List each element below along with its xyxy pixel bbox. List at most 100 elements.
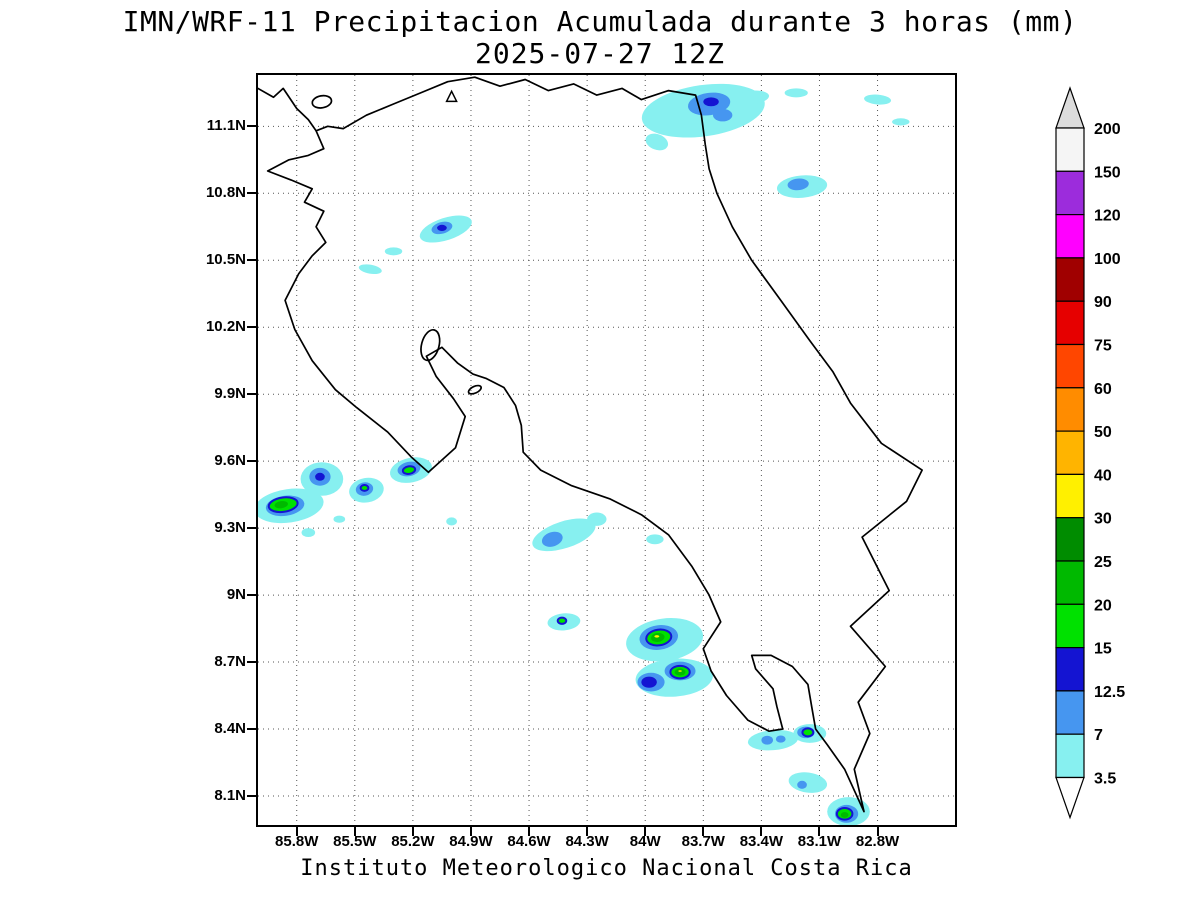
colorbar-level-label: 12.5 [1094, 684, 1125, 701]
lat-tick-label: 8.1N [214, 786, 246, 804]
colorbar-band [1055, 127, 1085, 172]
precip-cell-15mm [359, 484, 370, 492]
lon-tick-label: 84W [629, 833, 661, 850]
lon-tick-label: 84.9W [449, 833, 493, 850]
colorbar-level-label: 150 [1094, 164, 1121, 181]
colorbar-level-label: 50 [1094, 424, 1112, 441]
precip-cell-15mm [401, 465, 417, 475]
colorbar-band [1055, 473, 1085, 519]
lon-tick-mark [586, 827, 589, 836]
lat-tick-label: 8.7N [214, 653, 246, 671]
colorbar-level-label: 90 [1094, 294, 1112, 311]
lat-tick-label: 9.6N [214, 452, 246, 470]
colorbar-level-label: 15 [1094, 641, 1112, 658]
colorbar-level-label: 3.5 [1094, 771, 1116, 788]
lat-tick-label: 10.8N [205, 184, 246, 202]
lat-tick-label: 10.5N [205, 251, 246, 269]
lon-tick-mark [469, 827, 472, 836]
colorbar-level-label: 25 [1094, 554, 1112, 571]
island-outline [467, 384, 482, 395]
precip-cell-7mm [712, 108, 733, 122]
costa-rica-outline [266, 76, 923, 813]
colorbar-level-label: 7 [1094, 727, 1103, 744]
precipitation-map [253, 75, 955, 827]
volcano-marker [445, 89, 458, 103]
precip-cell-7mm [541, 531, 563, 547]
page-title: IMN/WRF-11 Precipitacion Acumulada duran… [122, 5, 1078, 38]
lon-tick-mark [702, 827, 705, 836]
colorbar-band [1055, 733, 1085, 779]
colorbar-band [1055, 300, 1085, 346]
precip-cell-7mm [787, 178, 809, 191]
lon-tick-mark [876, 827, 879, 836]
lat-tick-mark [247, 661, 256, 664]
precip-cell-30mm [676, 668, 684, 674]
colorbar-band [1055, 517, 1085, 562]
island-outline [311, 94, 333, 109]
colorbar-level-label: 60 [1094, 381, 1112, 398]
colorbar-band [1055, 603, 1085, 649]
colorbar-band [1055, 646, 1085, 692]
precip-cell-15mm [556, 616, 568, 625]
precip-cell-3.5mm [384, 247, 403, 256]
lat-tick-label: 10.2N [205, 318, 246, 336]
lon-tick-label: 84.6W [507, 833, 551, 850]
precip-cell-7mm [775, 735, 786, 743]
precip-cell-3.5mm [864, 94, 892, 105]
colorbar-band [1055, 170, 1085, 216]
precip-cell-3.5mm [446, 517, 458, 526]
lon-tick-label: 83.7W [681, 833, 725, 850]
lon-tick-mark [528, 827, 531, 836]
precip-cell-3.5mm [646, 534, 664, 545]
precip-cell-12.5mm [641, 676, 657, 688]
precip-cell-20mm [840, 812, 849, 818]
precip-cell-3.5mm [784, 88, 808, 98]
lat-tick-mark [247, 259, 256, 262]
precip-cell-3.5mm [301, 528, 316, 538]
precip-cell-20mm [274, 501, 288, 509]
colorbar-band [1055, 343, 1085, 389]
caption: Instituto Meteorologico Nacional Costa R… [300, 856, 913, 881]
lat-tick-label: 9N [226, 586, 246, 604]
lon-tick-label: 85.8W [275, 833, 319, 850]
lon-tick-label: 84.3W [565, 833, 609, 850]
colorbar-band [1055, 430, 1085, 476]
precip-cell-3.5mm [358, 264, 382, 275]
precip-cell-30mm [652, 633, 662, 640]
lat-tick-label: 8.4N [214, 720, 246, 738]
lon-tick-mark [644, 827, 647, 836]
colorbar-level-label: 200 [1094, 121, 1121, 138]
lat-tick-label: 11.1N [206, 117, 246, 135]
lat-tick-mark [247, 728, 256, 731]
precip-cell-3.5mm [734, 90, 770, 105]
lat-tick-mark [247, 393, 256, 396]
colorbar-band [1055, 214, 1085, 259]
colorbar-band [1055, 387, 1085, 432]
colorbar-band [1055, 560, 1085, 605]
lon-tick-mark [818, 827, 821, 836]
lon-tick-label: 82.8W [855, 833, 900, 850]
colorbar-level-label: 75 [1094, 338, 1112, 355]
colorbar-level-label: 30 [1094, 511, 1112, 528]
colorbar-level-label: 120 [1094, 208, 1121, 225]
lat-tick-mark [247, 527, 256, 530]
lon-tick-label: 83.4W [739, 833, 784, 850]
colorbar: 200 150 120 100 90 75 60 50 40 30 25 20 15 12.5 7 3.5 [1055, 86, 1125, 820]
lon-tick-mark [353, 827, 356, 836]
lat-tick-mark [247, 794, 256, 797]
lat-tick-mark [247, 326, 256, 329]
colorbar-level-label: 100 [1094, 251, 1121, 268]
colorbar-level-label: 20 [1094, 597, 1112, 614]
precip-cell-7mm [761, 735, 774, 745]
lon-tick-mark [411, 827, 414, 836]
colorbar-band [1055, 690, 1085, 735]
map-plot-area [253, 73, 957, 827]
lat-tick-label: 9.9N [214, 385, 246, 403]
precip-cell-12.5mm [437, 224, 447, 232]
precip-cell-3.5mm [788, 772, 828, 793]
lon-tick-label: 85.2W [391, 833, 435, 850]
precip-cell-15mm [801, 727, 815, 738]
colorbar-band [1055, 257, 1085, 302]
lat-tick-mark [247, 460, 256, 463]
